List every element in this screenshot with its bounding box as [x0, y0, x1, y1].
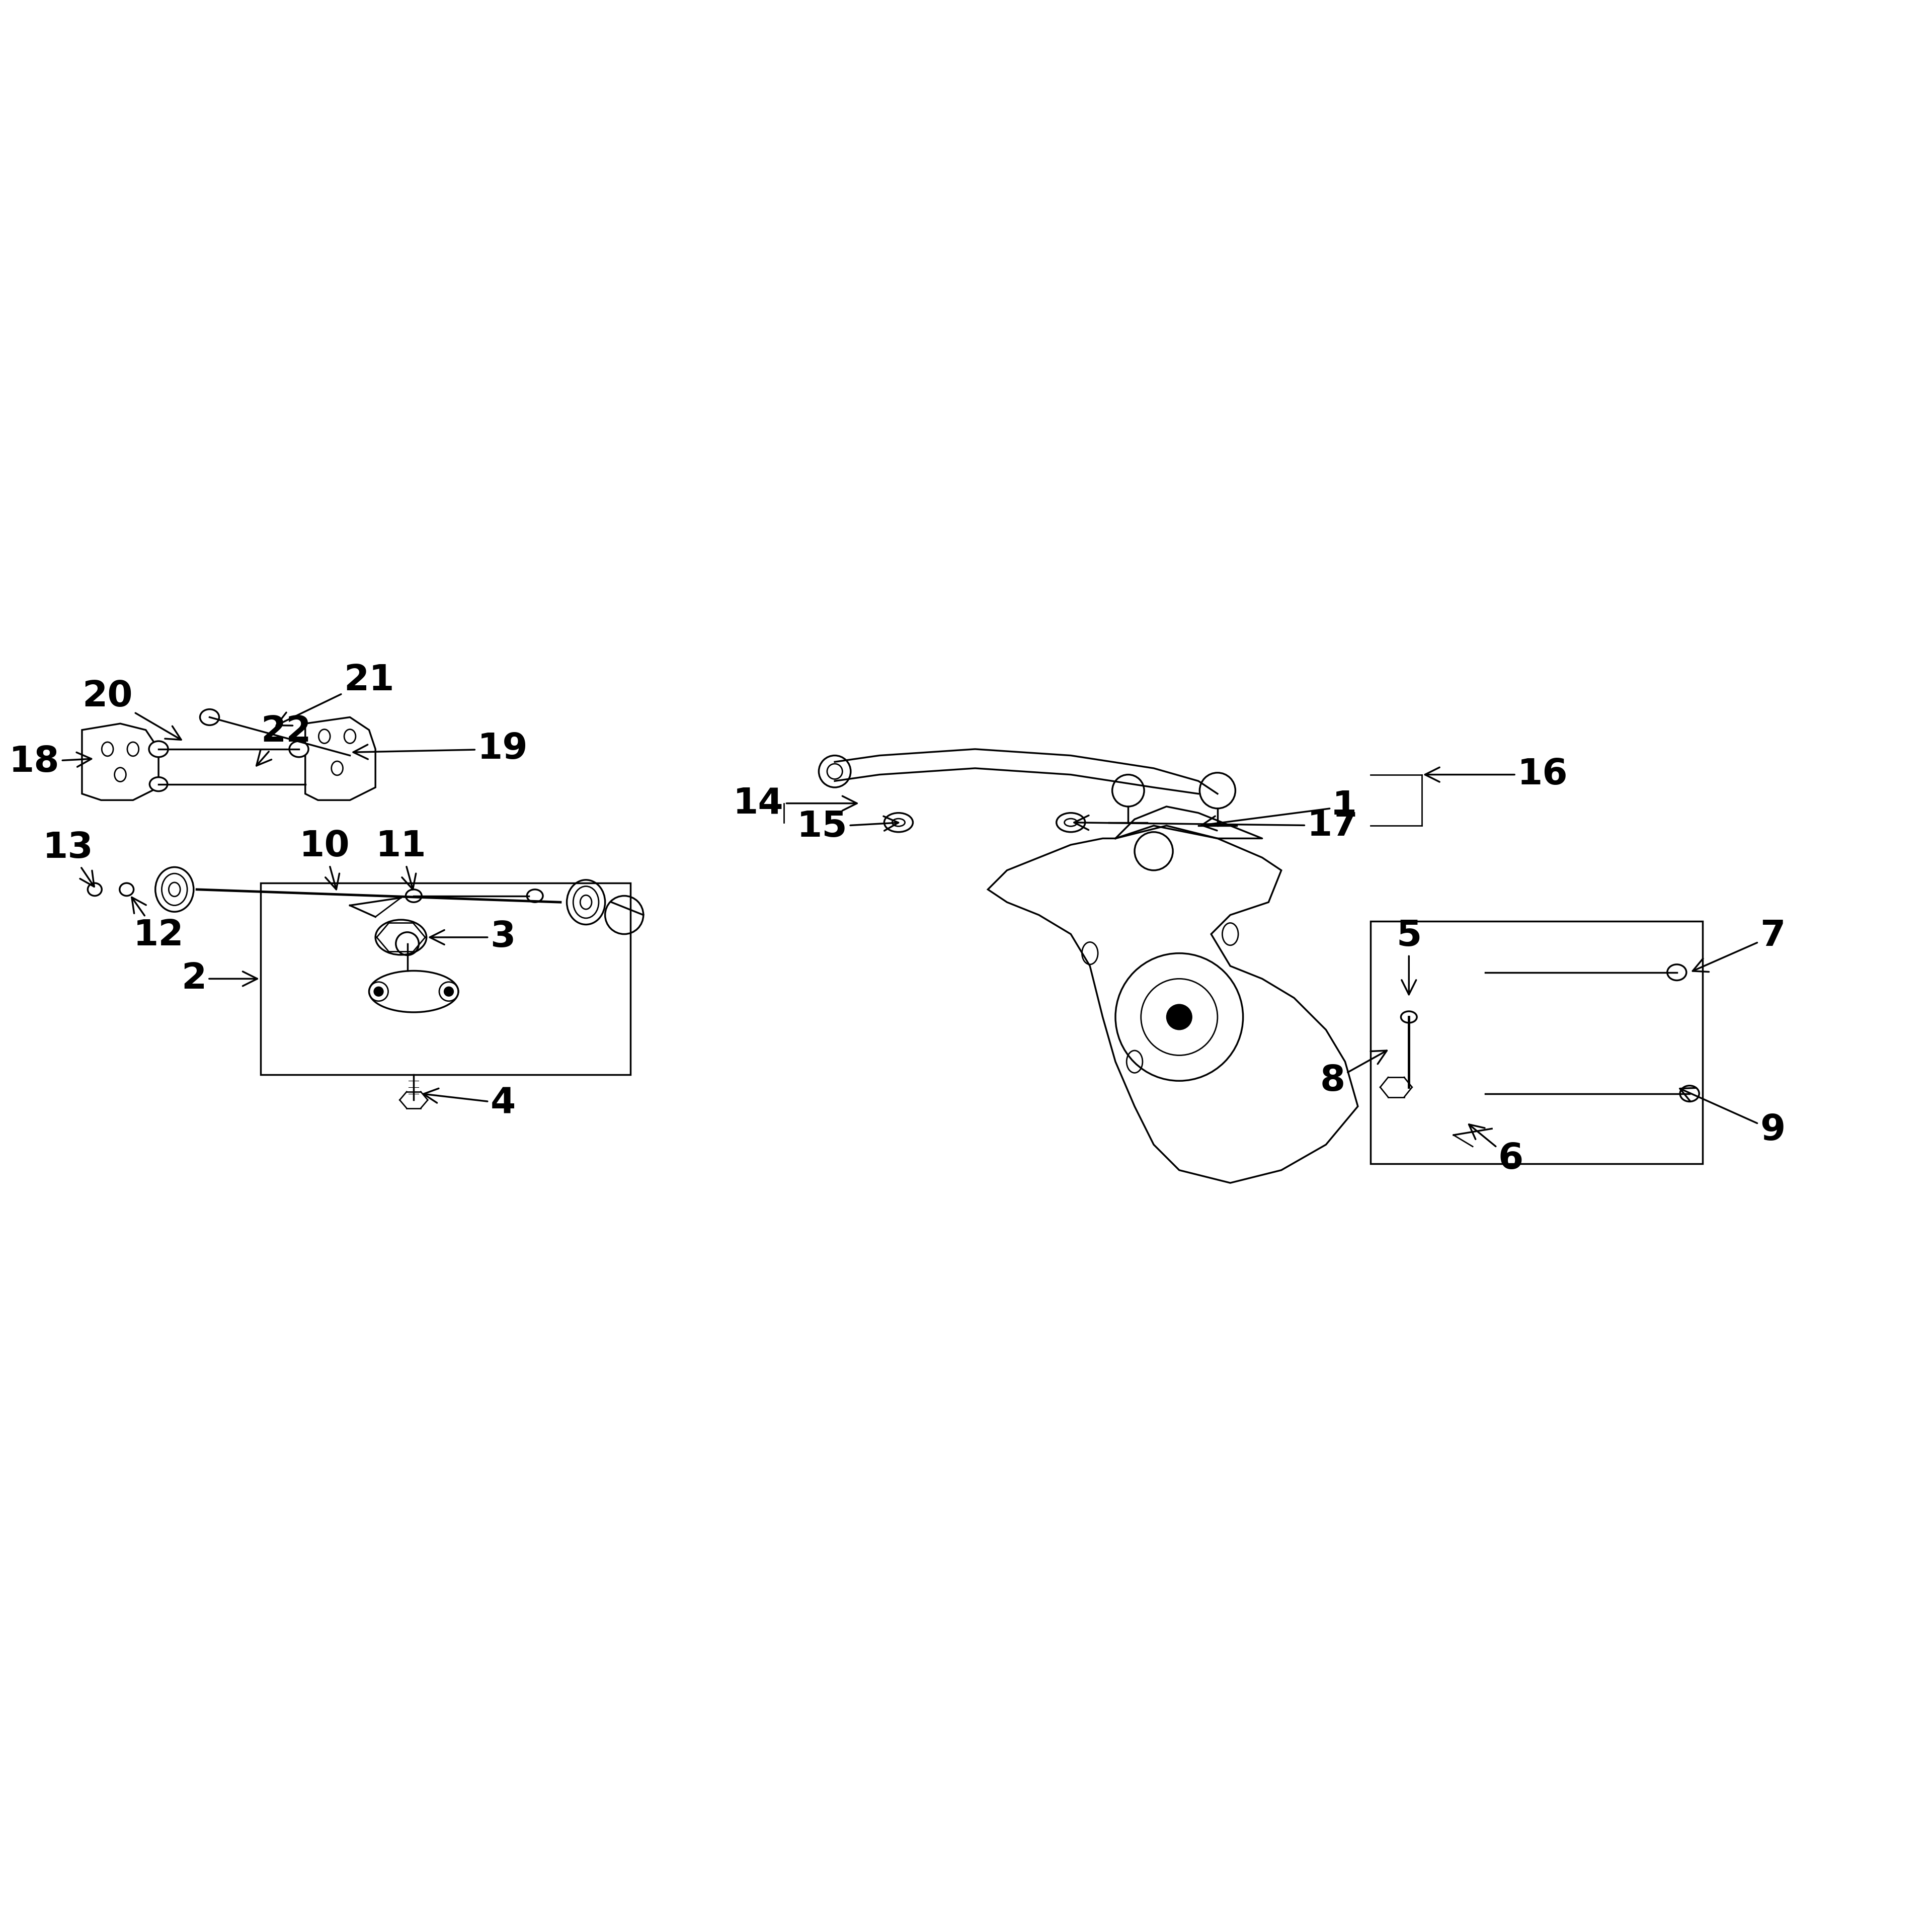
- Text: 2: 2: [182, 962, 257, 997]
- Text: 3: 3: [429, 920, 516, 954]
- Text: 20: 20: [83, 680, 182, 740]
- Ellipse shape: [149, 742, 168, 757]
- Text: 11: 11: [375, 829, 427, 889]
- Text: 21: 21: [276, 663, 394, 726]
- Circle shape: [1167, 1005, 1192, 1030]
- Text: 18: 18: [10, 744, 91, 779]
- Circle shape: [444, 987, 454, 997]
- Text: 4: 4: [423, 1086, 516, 1121]
- Ellipse shape: [527, 889, 543, 902]
- Text: 19: 19: [354, 732, 527, 767]
- Text: 14: 14: [732, 786, 858, 821]
- Text: 13: 13: [43, 831, 95, 887]
- Ellipse shape: [290, 742, 309, 757]
- Ellipse shape: [1681, 1086, 1698, 1101]
- Circle shape: [373, 987, 384, 997]
- Text: 1: 1: [1202, 788, 1358, 831]
- Text: 6: 6: [1468, 1124, 1524, 1177]
- Ellipse shape: [87, 883, 102, 896]
- Ellipse shape: [406, 889, 421, 902]
- Text: 16: 16: [1426, 757, 1569, 792]
- Text: 22: 22: [257, 715, 311, 765]
- Ellipse shape: [1667, 964, 1687, 980]
- Text: 12: 12: [131, 896, 184, 952]
- Bar: [1370, 922, 1702, 1163]
- Text: 15: 15: [796, 810, 898, 844]
- Bar: [261, 883, 630, 1074]
- Text: 5: 5: [1397, 918, 1422, 995]
- Text: 17: 17: [1074, 808, 1358, 842]
- Text: 9: 9: [1681, 1088, 1785, 1148]
- Text: 8: 8: [1320, 1051, 1387, 1097]
- Ellipse shape: [201, 709, 218, 725]
- Ellipse shape: [120, 883, 133, 896]
- Text: 10: 10: [299, 829, 350, 889]
- Ellipse shape: [149, 777, 168, 792]
- Text: 7: 7: [1692, 918, 1785, 972]
